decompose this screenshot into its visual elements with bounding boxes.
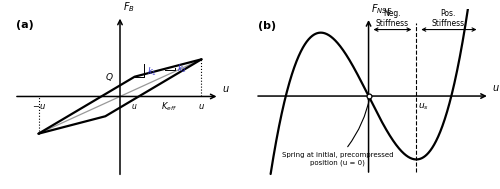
Text: Spring at initial, precompressed
position (u = 0): Spring at initial, precompressed positio…: [282, 97, 394, 166]
Text: $F_B$: $F_B$: [124, 0, 135, 14]
Text: $F_{NSE}$: $F_{NSE}$: [371, 2, 392, 16]
Text: $u$: $u$: [492, 83, 500, 93]
Text: $u_s$: $u_s$: [418, 101, 430, 112]
Text: $k_1$: $k_1$: [147, 65, 157, 78]
Text: $-u$: $-u$: [32, 102, 46, 111]
Text: $K_{eff}$: $K_{eff}$: [160, 100, 176, 113]
Text: Neg.
Stiffness: Neg. Stiffness: [376, 9, 409, 28]
Text: $u$: $u$: [132, 102, 138, 111]
Text: $u$: $u$: [198, 102, 205, 111]
Text: $Q$: $Q$: [105, 71, 114, 83]
Text: $u$: $u$: [222, 84, 230, 94]
Text: Pos.
Stiffness: Pos. Stiffness: [432, 9, 464, 28]
Text: $k_2$: $k_2$: [177, 63, 187, 75]
Text: (b): (b): [258, 21, 276, 31]
Text: (a): (a): [16, 20, 34, 30]
